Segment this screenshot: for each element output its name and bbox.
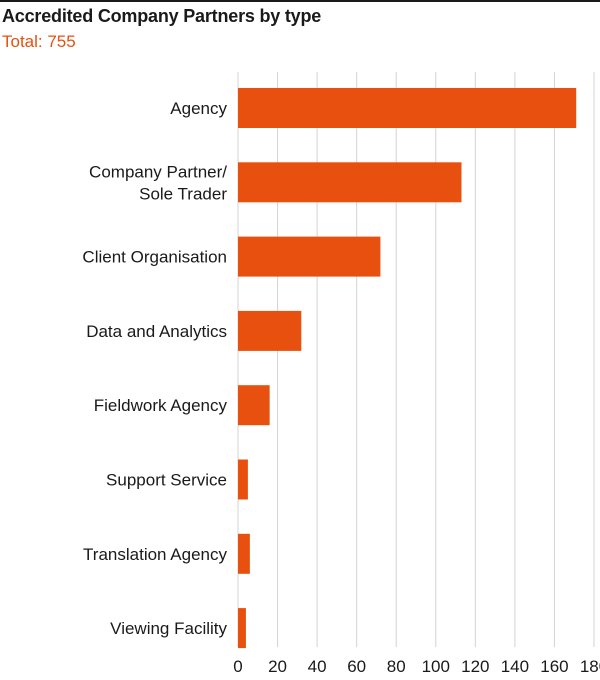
x-tick-label: 60 xyxy=(347,657,366,676)
x-tick-label: 120 xyxy=(461,657,489,676)
top-rule xyxy=(0,0,600,2)
bar xyxy=(238,608,246,649)
tick-labels: 0 20 40 60 80 100 120 140 160 180 xyxy=(233,657,600,676)
category-labels: Agency Company Partner/Sole Trader Client … xyxy=(82,99,227,638)
chart-subtitle: Total: 755 xyxy=(2,32,76,51)
bar xyxy=(238,88,577,128)
bars xyxy=(238,88,577,649)
category-label: Viewing Facility xyxy=(110,619,227,638)
bar xyxy=(238,459,248,500)
x-tick-label: 100 xyxy=(422,657,450,676)
category-label: Data and Analytics xyxy=(86,322,227,341)
x-tick-label: 0 xyxy=(233,657,242,676)
bar xyxy=(238,533,250,574)
category-label: Translation Agency xyxy=(83,545,227,564)
x-tick-label: 40 xyxy=(308,657,327,676)
x-tick-label: 80 xyxy=(387,657,406,676)
x-tick-label: 140 xyxy=(501,657,529,676)
category-label: Agency xyxy=(170,99,227,118)
category-label: Client Organisation xyxy=(82,248,227,267)
bar xyxy=(238,310,302,351)
x-tick-label: 180 xyxy=(580,657,600,676)
grid-lines xyxy=(237,72,595,647)
x-tick-label: 160 xyxy=(540,657,568,676)
bar xyxy=(238,236,381,277)
bar xyxy=(238,162,462,203)
x-tick-label: 20 xyxy=(268,657,287,676)
category-label: Company Partner/Sole Trader xyxy=(89,162,227,203)
chart-title: Accredited Company Partners by type xyxy=(2,6,322,26)
category-label: Fieldwork Agency xyxy=(94,396,228,415)
category-label: Support Service xyxy=(106,471,227,490)
bar xyxy=(238,385,270,426)
